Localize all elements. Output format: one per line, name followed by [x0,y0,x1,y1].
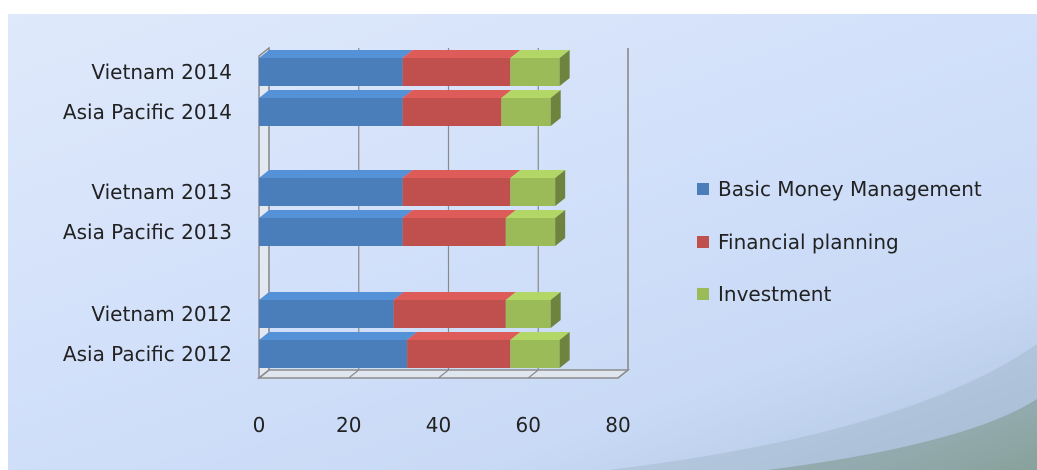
bar-segment-front [510,58,560,86]
bar-segment [393,292,516,328]
bar-segment-front [402,218,506,246]
category-label: Asia Pacific 2014 [63,100,232,124]
bar-segment [501,90,561,126]
bar-segment-front [259,178,403,206]
bar-segment-top [501,90,561,98]
legend-label: Basic Money Management [718,177,982,201]
category-label: Asia Pacific 2012 [63,342,232,366]
bar-segment [407,332,521,368]
bar-segment-side [550,292,561,328]
gridline [438,48,450,379]
bar-segment [402,170,521,206]
bar-segment-top [402,90,512,98]
bar-segment [402,50,521,86]
bar-segment-top [510,332,570,340]
x-axis-tick-labels: 0 20 40 60 80 [253,413,631,437]
bar-segment-side [555,170,566,206]
bar-segment [505,210,566,246]
bar-segment-top [259,170,413,178]
bar-segment-top [510,170,566,178]
bar-segment-front [259,218,403,246]
category-label: Vietnam 2014 [91,60,232,84]
bar-segment [510,170,566,206]
bar-segment [259,50,413,86]
bar-segment [505,292,561,328]
category-label: Vietnam 2012 [91,302,232,326]
gridline [617,48,629,379]
x-tick-label: 20 [336,413,361,437]
legend: Basic Money Management Financial planning… [697,177,982,306]
gridline [527,48,539,379]
bar-segment-side [550,90,561,126]
bar-segment [259,170,413,206]
bar-segment-front [501,98,551,126]
legend-item: Investment [697,282,831,306]
bar-segment [259,210,413,246]
bar-segment-top [259,210,413,218]
bar-segment [259,332,418,368]
legend-swatch [697,236,709,248]
x-tick-label: 0 [253,413,266,437]
bar-segment-top [259,292,404,300]
bar-segment-side [559,332,570,368]
bar-segment-top [393,292,516,300]
bar-segment [259,292,404,328]
bar-segment-front [407,340,511,368]
legend-item: Financial planning [697,230,899,254]
bar-segment [510,332,570,368]
bars [259,50,570,368]
bar-segment-side [559,50,570,86]
gridline [258,48,270,379]
bar-segment-front [259,58,403,86]
category-label: Asia Pacific 2013 [63,220,232,244]
bar-segment-front [259,98,403,126]
bar-segment-front [402,178,511,206]
bar-segment [402,90,512,126]
bar-segment-front [510,178,556,206]
bar-segment-top [510,50,570,58]
bar-segment-front [259,340,408,368]
bar-segment-front [402,98,502,126]
category-label: Vietnam 2013 [91,180,232,204]
bar-segment-top [505,210,566,218]
bar-segment-top [402,170,521,178]
bar-segment-top [407,332,521,340]
bar-segment-top [402,50,521,58]
bar-segment-front [393,300,506,328]
gridline [348,48,360,379]
bar-segment-front [259,300,394,328]
x-tick-label: 60 [516,413,541,437]
bar-segment-front [510,340,560,368]
bar-segment-top [402,210,516,218]
bar-segment-front [505,218,556,246]
bar-segment-front [402,58,511,86]
x-tick-label: 80 [605,413,630,437]
category-labels: Vietnam 2014 Asia Pacific 2014 Vietnam 201… [63,60,232,366]
legend-swatch [697,183,709,195]
bar-segment-top [505,292,561,300]
bar-segment [259,90,413,126]
bar-segment-side [555,210,566,246]
x-tick-label: 40 [426,413,451,437]
bar-segment-top [259,332,418,340]
gridlines [258,48,629,379]
bar-segment-top [259,90,413,98]
legend-label: Investment [718,282,831,306]
bar-segment [402,210,516,246]
bar-segment-top [259,50,413,58]
legend-label: Financial planning [718,230,899,254]
legend-swatch [697,288,709,300]
bar-segment-front [505,300,551,328]
legend-item: Basic Money Management [697,177,982,201]
bar-segment [510,50,570,86]
